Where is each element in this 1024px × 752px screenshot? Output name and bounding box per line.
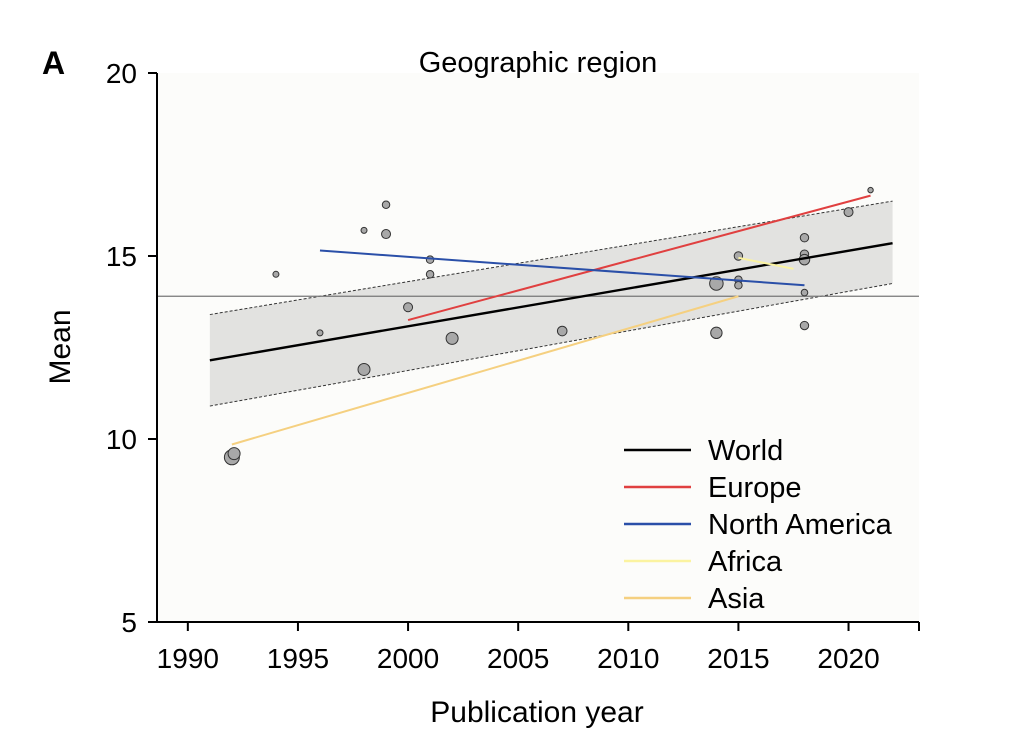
legend-label: World bbox=[708, 435, 783, 467]
panel-label: A bbox=[42, 45, 65, 81]
data-point bbox=[381, 229, 392, 240]
y-tick-label: 15 bbox=[106, 241, 137, 272]
y-tick-label: 20 bbox=[106, 58, 137, 89]
data-point bbox=[425, 255, 435, 264]
legend-label: Asia bbox=[708, 583, 765, 615]
data-point bbox=[710, 326, 723, 340]
x-axis-title: Publication year bbox=[430, 696, 643, 729]
axes-layer: 1990 1995 2000 2005 2010 2015 2020 5 10 15 20 bbox=[106, 58, 920, 674]
data-point bbox=[799, 320, 810, 331]
y-tick-label: 10 bbox=[106, 424, 137, 455]
data-point bbox=[734, 281, 743, 290]
legend-label: North America bbox=[708, 509, 893, 541]
data-point bbox=[316, 329, 324, 337]
data-point bbox=[357, 362, 371, 376]
data-point bbox=[445, 331, 459, 345]
x-tick-label: 1990 bbox=[157, 643, 219, 674]
data-point bbox=[799, 233, 810, 243]
trend-line-africa bbox=[738, 256, 794, 270]
x-tick-label: 2000 bbox=[377, 643, 439, 674]
trend-line-asia bbox=[231, 295, 739, 446]
y-tick-label: 5 bbox=[121, 607, 137, 638]
data-point bbox=[556, 325, 568, 337]
data-point bbox=[272, 270, 280, 278]
data-point bbox=[360, 226, 368, 234]
trend-lines-layer bbox=[209, 194, 893, 446]
data-point bbox=[403, 302, 414, 313]
trend-line-europe bbox=[407, 194, 871, 322]
legend-label: Africa bbox=[708, 546, 783, 578]
confidence-band bbox=[209, 201, 893, 407]
data-point bbox=[800, 288, 809, 297]
data-point bbox=[425, 270, 435, 279]
x-tick-label: 2020 bbox=[817, 643, 879, 674]
data-point bbox=[843, 207, 854, 218]
data-point bbox=[867, 186, 874, 194]
legend: World Europe North America Africa Asia bbox=[624, 435, 893, 615]
trend-line-world bbox=[209, 242, 893, 362]
trend-line-north-america bbox=[319, 249, 805, 287]
y-axis-title: Mean bbox=[44, 309, 77, 384]
x-tick-label: 2005 bbox=[487, 643, 549, 674]
legend-label: Europe bbox=[708, 472, 802, 504]
x-tick-label: 1995 bbox=[267, 643, 329, 674]
data-point bbox=[381, 200, 391, 210]
data-points-layer bbox=[223, 186, 874, 466]
chart-title: Geographic region bbox=[419, 47, 658, 79]
x-tick-label: 2015 bbox=[707, 643, 769, 674]
confidence-band-lower bbox=[209, 282, 893, 407]
data-point bbox=[227, 447, 241, 461]
x-tick-label: 2010 bbox=[597, 643, 659, 674]
